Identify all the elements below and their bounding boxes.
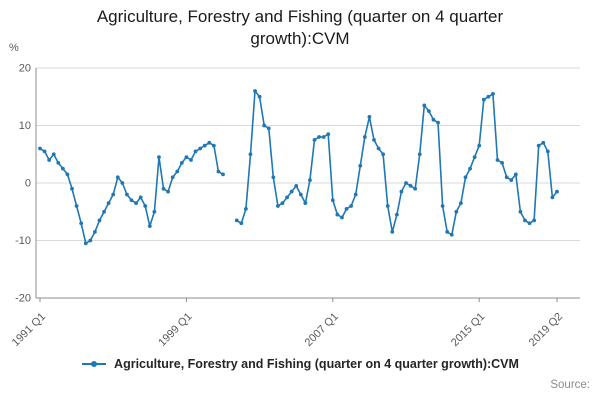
legend-line-icon	[82, 361, 107, 367]
svg-text:-20: -20	[15, 293, 31, 305]
legend-item: Agriculture, Forestry and Fishing (quart…	[0, 357, 600, 371]
svg-text:2019 Q2: 2019 Q2	[527, 311, 565, 349]
source-label: Source:	[550, 379, 590, 391]
svg-text:0: 0	[25, 178, 31, 190]
svg-text:1999 Q1: 1999 Q1	[156, 311, 194, 349]
svg-text:-10: -10	[15, 235, 31, 247]
svg-text:2015 Q1: 2015 Q1	[449, 311, 487, 349]
svg-text:20: 20	[19, 63, 31, 75]
chart-title: Agriculture, Forestry and Fishing (quart…	[96, 7, 504, 49]
svg-text:10: 10	[19, 120, 31, 132]
svg-text:2007 Q1: 2007 Q1	[303, 311, 341, 349]
svg-text:1991 Q1: 1991 Q1	[10, 311, 48, 349]
line-chart: 20 10 0 -10 -20 1991 Q1 1999 Q1 2007 Q1 2015 Q1 2…	[10, 63, 580, 349]
y-axis-unit-label: %	[9, 42, 19, 54]
legend-label: Agriculture, Forestry and Fishing (quart…	[114, 357, 519, 371]
